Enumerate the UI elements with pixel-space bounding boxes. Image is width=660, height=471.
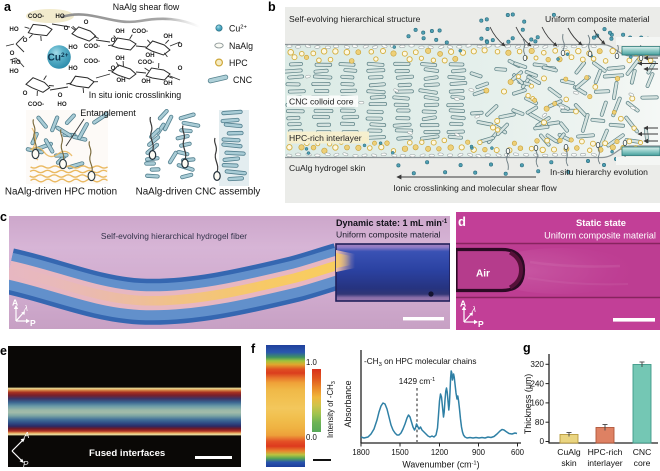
svg-text:O: O xyxy=(64,25,69,32)
svg-text:O: O xyxy=(58,92,63,99)
svg-text:COO-: COO- xyxy=(84,58,100,65)
svg-text:Uniform composite material: Uniform composite material xyxy=(544,231,656,241)
svg-text:A: A xyxy=(460,299,466,309)
svg-text:core: core xyxy=(634,458,651,468)
svg-text:COO-: COO- xyxy=(138,59,154,66)
svg-text:HPC-rich interlayer: HPC-rich interlayer xyxy=(289,133,362,143)
svg-text:Uniform composite material: Uniform composite material xyxy=(336,230,441,240)
svg-text:CNC: CNC xyxy=(633,447,652,457)
svg-text:O: O xyxy=(178,42,183,49)
svg-text:O: O xyxy=(178,65,183,72)
svg-text:1429 cm-1: 1429 cm-1 xyxy=(399,377,435,386)
svg-text:Absorbance: Absorbance xyxy=(343,380,353,427)
svg-text:COO-: COO- xyxy=(84,43,100,50)
svg-text:NaAlg: NaAlg xyxy=(229,41,253,51)
svg-text:O: O xyxy=(84,19,89,26)
svg-text:OH: OH xyxy=(115,28,125,35)
svg-text:COO-: COO- xyxy=(28,101,44,108)
svg-text:OH: OH xyxy=(163,33,173,40)
svg-text:CNC: CNC xyxy=(233,75,253,85)
svg-text:COO-: COO- xyxy=(28,13,44,20)
svg-text:Cu2+: Cu2+ xyxy=(48,52,69,64)
svg-text:HPC: HPC xyxy=(229,58,248,68)
svg-text:HO: HO xyxy=(9,68,18,75)
svg-text:O: O xyxy=(10,50,15,57)
svg-text:160: 160 xyxy=(530,399,544,408)
svg-text:0: 0 xyxy=(539,437,544,446)
svg-text:d: d xyxy=(458,214,466,229)
svg-text:O: O xyxy=(111,65,116,72)
svg-text:NaAlg-driven CNC assembly: NaAlg-driven CNC assembly xyxy=(136,187,261,198)
svg-text:CuAlg hydrogel skin: CuAlg hydrogel skin xyxy=(289,163,366,173)
svg-text:Air: Air xyxy=(476,269,490,280)
svg-text:In situ ionic crosslinking: In situ ionic crosslinking xyxy=(89,90,182,100)
svg-text:Uniform composite material: Uniform composite material xyxy=(545,14,650,24)
svg-text:A: A xyxy=(12,298,18,308)
svg-text:-CH3 on HPC molecular chains: -CH3 on HPC molecular chains xyxy=(364,357,476,368)
svg-text:900: 900 xyxy=(472,448,486,457)
svg-text:P: P xyxy=(23,460,29,467)
svg-text:240: 240 xyxy=(530,379,544,388)
svg-text:80: 80 xyxy=(535,418,545,427)
svg-text:Static state: Static state xyxy=(576,217,626,228)
svg-text:1500: 1500 xyxy=(391,448,409,457)
svg-text:Cu2+: Cu2+ xyxy=(229,24,247,34)
svg-text:skin: skin xyxy=(561,458,577,468)
svg-text:Ionic crosslinking and molecul: Ionic crosslinking and molecular shear f… xyxy=(393,183,557,193)
svg-text:Self-evolving hierarchical str: Self-evolving hierarchical structure xyxy=(289,14,421,24)
svg-text:NaAlg shear flow: NaAlg shear flow xyxy=(113,2,180,12)
svg-text:λ: λ xyxy=(23,304,28,313)
svg-text:OH: OH xyxy=(145,52,155,59)
svg-text:OH: OH xyxy=(163,80,173,87)
svg-text:HO: HO xyxy=(57,101,66,108)
svg-text:P: P xyxy=(30,318,36,328)
svg-text:HO: HO xyxy=(55,13,64,20)
svg-text:CNC colloid core: CNC colloid core xyxy=(289,97,354,107)
svg-text:Self-evolving hierarchical hyd: Self-evolving hierarchical hydrogel fibe… xyxy=(101,231,247,241)
svg-text:P: P xyxy=(478,319,484,329)
svg-text:O: O xyxy=(111,37,116,44)
svg-text:CuAlg: CuAlg xyxy=(557,447,581,457)
svg-text:Wavenumber (cm-1): Wavenumber (cm-1) xyxy=(402,460,479,470)
svg-text:Intensity of -CH3: Intensity of -CH3 xyxy=(326,381,337,438)
svg-text:320: 320 xyxy=(530,360,544,369)
svg-text:In-situ hierarchy evolution: In-situ hierarchy evolution xyxy=(550,167,648,177)
svg-text:Entanglement: Entanglement xyxy=(80,108,136,118)
svg-text:600: 600 xyxy=(511,448,525,457)
svg-text:OH: OH xyxy=(141,78,151,85)
svg-text:Dynamic state: 1 mL min-1: Dynamic state: 1 mL min-1 xyxy=(336,218,448,228)
svg-text:interlayer: interlayer xyxy=(587,458,622,468)
svg-text:HPC-rich: HPC-rich xyxy=(588,447,623,457)
svg-text:HO: HO xyxy=(68,44,77,51)
svg-text:OH: OH xyxy=(116,77,126,84)
svg-text:1200: 1200 xyxy=(431,448,449,457)
svg-text:OH: OH xyxy=(115,55,125,62)
svg-text:HO: HO xyxy=(11,59,20,66)
svg-text:HO: HO xyxy=(68,65,77,72)
svg-text:HO: HO xyxy=(9,26,18,33)
svg-text:Thickness (μm): Thickness (μm) xyxy=(523,374,533,434)
svg-text:λ: λ xyxy=(471,305,476,314)
svg-text:O: O xyxy=(23,90,28,97)
svg-text:A: A xyxy=(23,431,29,440)
svg-text:O: O xyxy=(23,37,28,44)
svg-text:1800: 1800 xyxy=(352,448,370,457)
svg-text:NaAlg-driven HPC motion: NaAlg-driven HPC motion xyxy=(5,187,117,198)
svg-text:COO-: COO- xyxy=(132,28,148,35)
